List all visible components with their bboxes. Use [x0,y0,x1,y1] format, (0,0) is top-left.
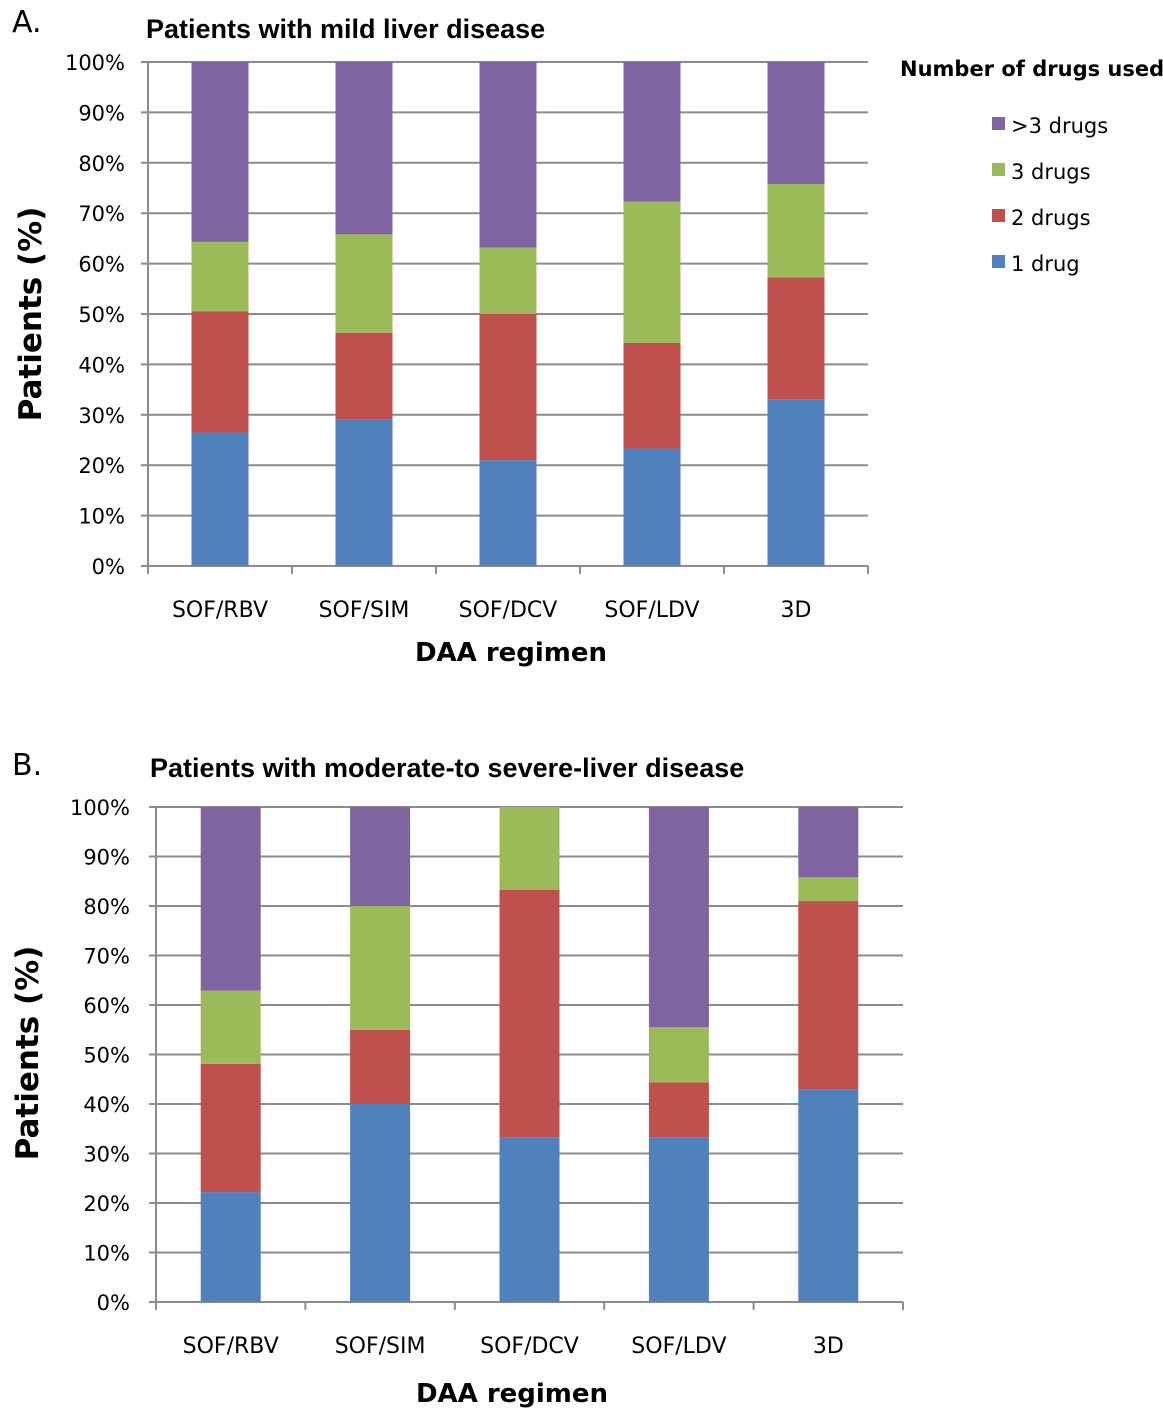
panel-b-y-tick-label: 90% [83,846,130,870]
panel-b-x-axis-label: DAA regimen [416,1379,608,1409]
legend-swatch-gt3-drugs [992,117,1005,130]
panel-b-bar-sof-rbv-1-drug [200,1192,261,1302]
panel-b-y-tick-label: 100% [70,796,130,820]
panel-b-y-tick-label: 80% [83,895,130,919]
panel-a-bar-sof-rbv-1-drug [191,432,249,566]
panel-a-y-tick-label: 60% [78,253,125,277]
panel-b-y-tick-label: 30% [83,1143,130,1167]
panel-a-y-tick-label: 90% [78,101,125,125]
panel-a-chart: A. Patients with mild liver disease 0% 10… [12,5,869,668]
panel-b-y-tick-label: 0% [97,1291,130,1315]
panel-b-letter: B. [12,748,42,783]
panel-a-x-tick-label: 3D [781,598,812,623]
panel-b-bar-3d-gt3-drugs [798,807,859,878]
panel-b-chart: B. Patients with moderate-to severe-live… [10,748,904,1409]
panel-a-bar-sof-ldv-2-drugs [623,342,681,449]
panel-b-bar-sof-rbv-2-drugs [200,1063,261,1193]
panel-a-bar-sof-dcv-1-drug [479,460,537,566]
panel-b-y-tick-label: 40% [83,1093,130,1117]
panel-a-bar-sof-rbv-3-drugs [191,241,249,312]
panel-a-y-tick-label: 50% [78,303,125,327]
panel-a-y-tick-label: 40% [78,353,125,377]
panel-b-bar-sof-sim-3-drugs [350,906,411,1030]
panel-b-bar-sof-rbv-gt3-drugs [200,807,261,991]
panel-a-bar-sof-ldv-1-drug [623,448,681,566]
panel-b-x-tick-label: SOF/DCV [480,1334,579,1359]
panel-b-bar-sof-dcv-3-drugs [499,807,560,890]
panel-b-bar-sof-ldv-gt3-drugs [648,807,709,1028]
panel-b-y-tick-label: 60% [83,994,130,1018]
panel-b-bar-3d-2-drugs [798,901,859,1090]
panel-b-bar-sof-ldv-3-drugs [648,1027,709,1083]
panel-a-title: Patients with mild liver disease [146,14,545,44]
panel-a-bar-sof-ldv-gt3-drugs [623,62,681,202]
panel-b-bar-sof-sim-gt3-drugs [350,807,411,906]
legend-label-3-drugs: 3 drugs [1011,160,1091,184]
panel-b-title: Patients with moderate-to severe-liver d… [150,753,744,783]
panel-b-x-tick-label: SOF/SIM [335,1334,426,1359]
panel-a-x-axis-label: DAA regimen [415,638,607,668]
panel-a-bar-sof-dcv-3-drugs [479,247,537,314]
panel-a-y-tick-label: 30% [78,404,125,428]
panel-a-bar-sof-rbv-gt3-drugs [191,62,249,242]
panel-a-y-tick-label: 0% [92,555,125,579]
panel-a-bar-sof-rbv-2-drugs [191,311,249,433]
panel-b-bar-sof-rbv-3-drugs [200,990,261,1064]
panel-b-y-tick-label: 70% [83,945,130,969]
legend-swatch-3-drugs [992,163,1005,176]
panel-a-bar-sof-dcv-gt3-drugs [479,62,537,248]
panel-a-y-axis-label: Patients (%) [13,207,49,422]
panel-a-y-tick-label: 20% [78,454,125,478]
legend-swatch-1-drug [992,255,1005,268]
legend-label-gt3-drugs: >3 drugs [1011,114,1108,138]
panel-a-y-tick-label: 80% [78,152,125,176]
panel-a-plot: 0% 10% 20% 30% 40% 50% 60% 70% 80% 90% 100% SOF/RBV… [65,51,869,623]
panel-b-x-tick-label: SOF/RBV [183,1334,279,1359]
panel-a-bar-sof-ldv-3-drugs [623,201,681,343]
legend-title: Number of drugs used [900,57,1163,81]
panel-b-bar-3d-3-drugs [798,877,859,902]
legend-label-2-drugs: 2 drugs [1011,206,1091,230]
panel-b-y-tick-label: 20% [83,1192,130,1216]
panel-b-bar-sof-ldv-2-drugs [648,1082,709,1138]
panel-b-bar-sof-sim-1-drug [350,1104,411,1302]
panel-a-x-tick-label: SOF/SIM [319,598,410,623]
panel-b-y-tick-label: 10% [83,1242,130,1266]
panel-a-bar-sof-sim-1-drug [335,419,393,566]
panel-b-plot: 0% 10% 20% 30% 40% 50% 60% 70% 80% 90% 100% SOF/RBV… [70,796,904,1359]
panel-a-bar-sof-sim-2-drugs [335,332,393,420]
panel-a-x-tick-label: SOF/LDV [604,598,699,623]
panel-b-bar-sof-dcv-1-drug [499,1137,560,1302]
legend-label-1-drug: 1 drug [1011,252,1080,276]
panel-a-bar-sof-sim-3-drugs [335,234,393,333]
panel-b-y-tick-label: 50% [83,1044,130,1068]
panel-a-bar-3d-1-drug [767,399,825,566]
panel-a-bar-sof-sim-gt3-drugs [335,62,393,235]
panel-a-bar-3d-gt3-drugs [767,62,825,184]
panel-b-x-tick-label: 3D [813,1334,844,1359]
panel-a-x-tick-label: SOF/DCV [459,598,558,623]
panel-a-y-tick-label: 100% [65,51,125,75]
panel-a-x-tick-label: SOF/RBV [172,598,268,623]
panel-a-y-tick-label: 70% [78,202,125,226]
panel-b-x-tick-label: SOF/LDV [631,1334,726,1359]
panel-b-bar-sof-sim-2-drugs [350,1029,411,1104]
legend-items: >3 drugs 3 drugs 2 drugs 1 drug [992,114,1108,276]
legend-swatch-2-drugs [992,209,1005,222]
panel-b-bar-sof-dcv-2-drugs [499,889,560,1138]
panel-a-bar-3d-2-drugs [767,277,825,400]
panel-a-letter: A. [12,5,42,40]
panel-a-y-tick-label: 10% [78,505,125,529]
panel-b-y-axis-label: Patients (%) [10,946,46,1161]
panel-b-bar-sof-ldv-1-drug [648,1137,709,1302]
panel-a-bar-3d-3-drugs [767,183,825,278]
panel-b-bar-3d-1-drug [798,1089,859,1302]
legend: Number of drugs used >3 drugs 3 drugs 2 dr… [900,57,1163,276]
panel-a-bar-sof-dcv-2-drugs [479,314,537,461]
